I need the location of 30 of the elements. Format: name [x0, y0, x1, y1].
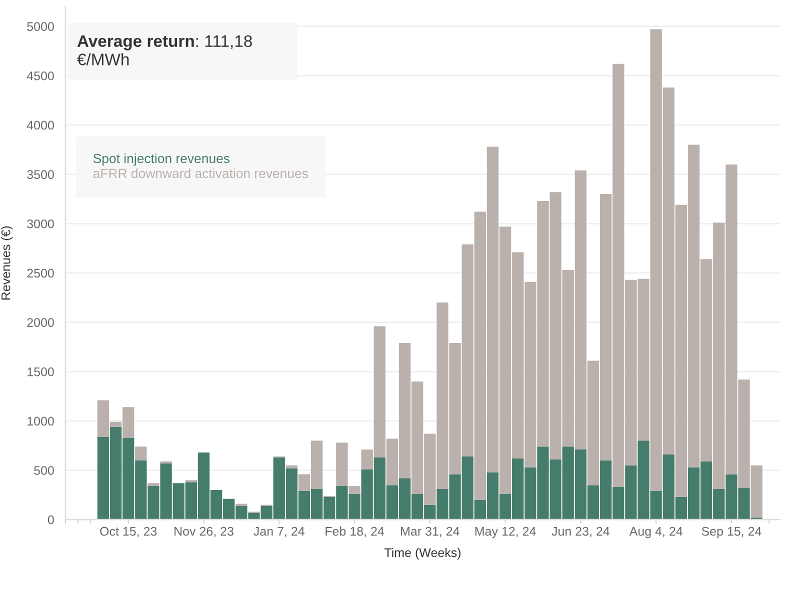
text: Average return: 111,18 €/MWh [77, 35, 252, 66]
y-tick-label: 1000 [28, 416, 54, 426]
bar [286, 465, 298, 468]
y-tick-label: 500 [34, 466, 54, 475]
y-tick-label: 5000 [27, 22, 54, 31]
x-tick-label: Mar 31, 24 [401, 526, 460, 538]
y-tick-label: 4000 [26, 120, 54, 130]
bar [348, 486, 360, 494]
y-tick-label: 1500 [28, 367, 54, 376]
x-tick-label: Feb 18, 24 [326, 526, 384, 538]
y-tick-label: 2500 [27, 268, 54, 278]
y-tick-label: 2000 [27, 318, 54, 327]
x-axis-title: Time (Weeks) [384, 548, 460, 560]
x-tick-label: Oct 15, 23 [100, 526, 157, 538]
x-tick-label: May 12, 24 [475, 526, 536, 538]
x-tick-label: Sep 15, 24 [702, 526, 762, 538]
text: aFRR downward activation revenues [93, 168, 308, 178]
bar [135, 446, 147, 460]
y-axis-title: Revenues (€) [1, 226, 13, 300]
x-tick-label: Jan 7, 24 [254, 526, 304, 538]
y-tick-label: 3000 [27, 219, 54, 228]
y-tick-label: 4500 [26, 71, 54, 80]
x-tick-label: Nov 26, 23 [174, 526, 234, 538]
text: Spot injection revenues [93, 153, 230, 166]
x-tick-label: Jun 23, 24 [552, 526, 610, 538]
x-tick-label: Aug 4, 24 [629, 526, 682, 538]
y-tick-label: 0 [48, 515, 54, 524]
bar [336, 442, 348, 486]
y-tick-label: 3500 [27, 170, 54, 179]
bar [148, 483, 160, 486]
